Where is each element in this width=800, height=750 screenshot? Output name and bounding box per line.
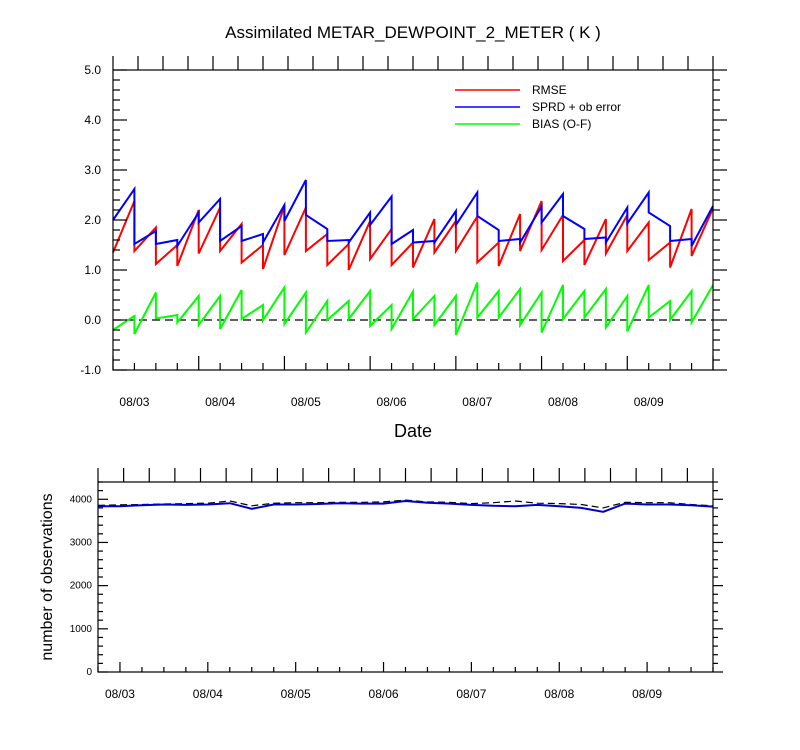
y-tick-label: 1.0 bbox=[84, 263, 101, 277]
y-tick-label: 3000 bbox=[70, 537, 93, 548]
bottom-x-tick-labels: 08/03 08/04 08/05 08/06 08/07 08/08 08/09 bbox=[105, 687, 662, 701]
observations-assimilated-line bbox=[98, 499, 714, 513]
series-line-bias-o-f bbox=[112, 282, 714, 336]
x-tick-label: 08/09 bbox=[632, 687, 662, 701]
x-tick-label: 08/03 bbox=[105, 687, 135, 701]
top-axis-ticks bbox=[112, 56, 727, 371]
x-tick-label: 08/03 bbox=[119, 395, 149, 409]
legend: RMSE SPRD + ob error BIAS (O-F) bbox=[455, 83, 621, 131]
x-tick-label: 08/07 bbox=[456, 687, 486, 701]
x-tick-label: 08/07 bbox=[462, 395, 492, 409]
x-tick-label: 08/05 bbox=[291, 395, 321, 409]
bottom-plot-frame bbox=[97, 481, 714, 673]
x-tick-label: 08/06 bbox=[369, 687, 399, 701]
bottom-axis-ticks bbox=[97, 468, 723, 673]
x-tick-label: 08/04 bbox=[205, 395, 235, 409]
x-tick-label: 08/08 bbox=[544, 687, 574, 701]
top-panel: Assimilated METAR_DEWPOINT_2_METER ( K )… bbox=[80, 23, 727, 441]
y-tick-label: 0 bbox=[86, 667, 92, 678]
chart-title: Assimilated METAR_DEWPOINT_2_METER ( K ) bbox=[225, 23, 601, 42]
x-tick-label: 08/09 bbox=[634, 395, 664, 409]
x-tick-label: 08/06 bbox=[377, 395, 407, 409]
top-series-group bbox=[112, 179, 714, 336]
y-axis-label-observations: number of observations bbox=[39, 493, 56, 660]
y-tick-label: 2.0 bbox=[84, 213, 101, 227]
x-tick-label: 08/05 bbox=[281, 687, 311, 701]
top-plot-frame bbox=[112, 69, 714, 371]
y-tick-label: 3.0 bbox=[84, 163, 101, 177]
bottom-y-tick-labels: 4000 3000 2000 1000 0 bbox=[70, 494, 93, 678]
legend-label: SPRD + ob error bbox=[532, 100, 621, 114]
top-y-tick-labels: 5.0 4.0 3.0 2.0 1.0 0.0 -1.0 bbox=[80, 63, 101, 377]
y-tick-label: -1.0 bbox=[80, 363, 101, 377]
top-x-tick-labels: 08/03 08/04 08/05 08/06 08/07 08/08 08/09 bbox=[119, 395, 664, 409]
y-tick-label: 2000 bbox=[70, 581, 93, 592]
x-axis-label: Date bbox=[394, 421, 432, 441]
y-tick-label: 4000 bbox=[70, 494, 93, 505]
bottom-series-group bbox=[97, 499, 714, 513]
legend-label: RMSE bbox=[532, 83, 567, 97]
y-tick-label: 0.0 bbox=[84, 313, 101, 327]
y-tick-label: 4.0 bbox=[84, 113, 101, 127]
x-tick-label: 08/04 bbox=[193, 687, 223, 701]
y-tick-label: 5.0 bbox=[84, 63, 101, 77]
legend-label: BIAS (O-F) bbox=[532, 117, 591, 131]
x-tick-label: 08/08 bbox=[548, 395, 578, 409]
y-tick-label: 1000 bbox=[70, 624, 93, 635]
series-line-sprd-ob-error bbox=[112, 179, 714, 250]
